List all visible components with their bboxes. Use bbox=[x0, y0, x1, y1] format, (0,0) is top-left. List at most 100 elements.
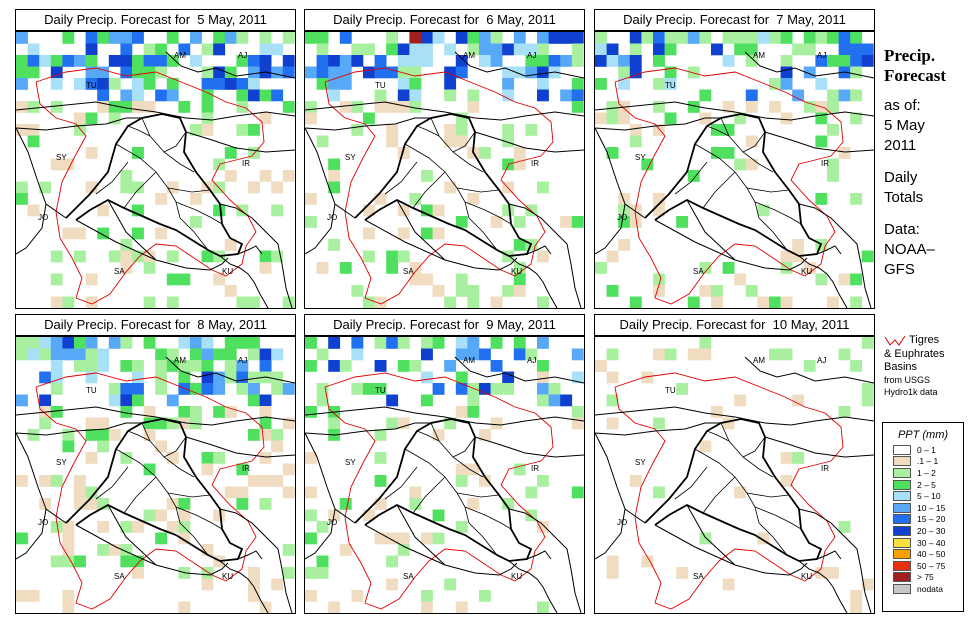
precip-cell bbox=[351, 124, 364, 136]
precip-cell bbox=[213, 348, 226, 361]
precip-cell bbox=[479, 475, 491, 487]
precip-cell bbox=[85, 32, 98, 44]
precip-cell bbox=[664, 112, 677, 125]
forecast-panel-day2: Daily Precip. Forecast for 6 May, 2011 A… bbox=[304, 9, 585, 309]
boundary-line bbox=[416, 430, 440, 442]
precip-cell bbox=[606, 43, 619, 56]
precip-cell bbox=[618, 239, 631, 251]
ppt-legend-swatch bbox=[893, 525, 911, 536]
daily-totals-line2: Totals bbox=[884, 189, 924, 206]
precip-cell bbox=[548, 383, 561, 395]
precip-cell bbox=[363, 383, 375, 395]
precip-cell bbox=[653, 32, 665, 44]
sidebar-title-line1: Precip. bbox=[884, 46, 936, 65]
boundary-line bbox=[305, 406, 584, 426]
precip-cell bbox=[259, 348, 272, 361]
precip-cell bbox=[271, 43, 284, 56]
country-label: AM bbox=[174, 51, 186, 60]
precip-cell bbox=[513, 337, 526, 349]
boundary-line bbox=[706, 430, 730, 442]
country-label: SY bbox=[345, 458, 356, 467]
basin-legend-line3: Basins bbox=[884, 361, 918, 373]
precip-cell bbox=[120, 55, 133, 67]
precip-cell bbox=[479, 147, 491, 159]
precip-cell bbox=[537, 66, 549, 79]
precip-cell bbox=[850, 43, 863, 56]
panel-title: Daily Precip. Forecast for 7 May, 2011 bbox=[594, 9, 875, 31]
precip-cell bbox=[397, 55, 410, 67]
precip-cell bbox=[201, 66, 214, 79]
precip-cell bbox=[374, 532, 387, 545]
boundary-line bbox=[674, 161, 708, 195]
precip-cell bbox=[143, 101, 156, 113]
precip-cell bbox=[85, 452, 98, 464]
country-label: TU bbox=[665, 81, 676, 90]
precip-cell bbox=[699, 532, 712, 545]
precip-cell bbox=[745, 43, 758, 56]
precip-cell bbox=[328, 55, 341, 67]
precip-cell bbox=[120, 262, 133, 274]
precip-cell bbox=[236, 360, 249, 372]
precip-cell bbox=[339, 32, 352, 44]
precip-cell bbox=[606, 101, 619, 113]
ppt-legend-swatch bbox=[893, 572, 911, 583]
precip-cell bbox=[421, 32, 433, 44]
precip-cell bbox=[502, 383, 515, 395]
precip-cell bbox=[687, 296, 700, 308]
precip-cell bbox=[432, 337, 445, 349]
precip-cell bbox=[201, 578, 214, 591]
precip-cell bbox=[722, 124, 735, 136]
precip-cell bbox=[85, 55, 98, 67]
boundary-line bbox=[175, 201, 223, 225]
precip-cell bbox=[201, 43, 214, 56]
precip-cell bbox=[421, 204, 433, 217]
precip-cell bbox=[827, 170, 839, 182]
precip-cell bbox=[85, 417, 98, 430]
precip-cell bbox=[409, 55, 422, 67]
precip-cell bbox=[339, 544, 352, 556]
precip-cell bbox=[224, 371, 237, 384]
boundary-line bbox=[456, 492, 500, 498]
precip-cell bbox=[560, 32, 573, 44]
precip-cell bbox=[606, 112, 619, 125]
precip-cell bbox=[780, 262, 793, 274]
ppt-legend-item: 20 – 30 bbox=[883, 525, 963, 537]
ppt-legend-swatch bbox=[893, 537, 911, 548]
precip-cell bbox=[827, 32, 839, 44]
precip-cell bbox=[653, 193, 665, 205]
precip-cell bbox=[213, 509, 226, 522]
precip-cell bbox=[444, 296, 457, 308]
precip-cell bbox=[213, 452, 226, 464]
precip-cell bbox=[190, 193, 202, 205]
boundary-line bbox=[305, 422, 431, 436]
precip-cell bbox=[85, 498, 98, 510]
ppt-legend-swatch bbox=[893, 444, 911, 455]
precip-cell bbox=[190, 32, 202, 44]
precip-cell bbox=[606, 147, 619, 159]
boundary-line bbox=[404, 448, 470, 524]
country-label: AM bbox=[753, 356, 765, 365]
boundary-line bbox=[720, 422, 774, 478]
precip-cell bbox=[248, 181, 260, 194]
precip-cell bbox=[50, 55, 63, 67]
precip-cell bbox=[537, 371, 549, 384]
precip-cell bbox=[780, 66, 793, 79]
precip-cell bbox=[537, 32, 549, 44]
precip-cell bbox=[328, 239, 341, 251]
precip-cell bbox=[213, 43, 226, 56]
precip-cell bbox=[757, 296, 770, 308]
precip-cell bbox=[27, 337, 40, 349]
precip-cell bbox=[734, 112, 747, 125]
precip-cell bbox=[178, 273, 191, 286]
ppt-legend-label: 1 – 2 bbox=[917, 467, 936, 478]
precip-cell bbox=[50, 296, 63, 308]
basin-legend: Tigres & Euphrates Basins from USGS Hydr… bbox=[884, 334, 971, 398]
precip-cell bbox=[838, 406, 851, 418]
precip-cell bbox=[838, 147, 851, 159]
precip-cell bbox=[734, 43, 747, 56]
precip-cell bbox=[780, 475, 793, 487]
precip-cell bbox=[490, 216, 503, 228]
precip-cell bbox=[815, 273, 828, 286]
precip-cell bbox=[62, 227, 75, 240]
precip-cell bbox=[50, 273, 63, 286]
